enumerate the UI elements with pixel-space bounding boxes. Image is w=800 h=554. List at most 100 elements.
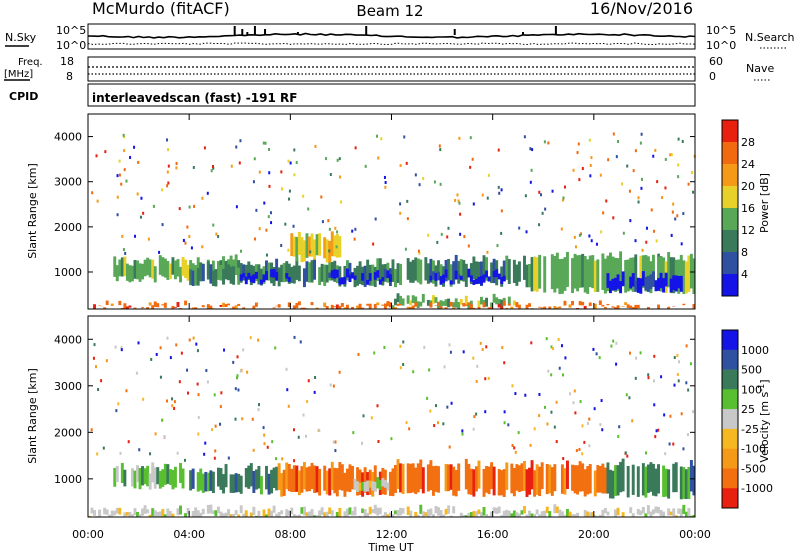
heatmap-cell <box>330 231 334 257</box>
velocity-colorbar-label: Velocity [m s-1] <box>757 379 772 462</box>
heatmap-cell <box>566 508 569 517</box>
heatmap-cell <box>192 165 195 169</box>
heatmap-cell <box>368 506 372 515</box>
heatmap-cell <box>486 196 489 200</box>
heatmap-cell <box>325 305 329 309</box>
heatmap-cell <box>214 449 217 453</box>
heatmap-cell <box>528 303 532 307</box>
heatmap-cell <box>540 511 544 517</box>
heatmap-cell <box>121 234 124 238</box>
heatmap-cell <box>213 456 216 460</box>
heatmap-cell <box>285 261 289 282</box>
heatmap-cell <box>606 511 610 516</box>
heatmap-cell <box>252 506 256 516</box>
heatmap-cell <box>259 476 263 495</box>
heatmap-cell <box>229 474 233 493</box>
heatmap-cell <box>581 301 585 306</box>
heatmap-cell <box>505 462 509 490</box>
heatmap-cell <box>274 346 277 350</box>
heatmap-cell <box>354 146 357 150</box>
heatmap-cell <box>252 305 256 309</box>
heatmap-cell <box>254 469 258 490</box>
heatmap-cell <box>599 423 602 427</box>
heatmap-cell <box>529 443 532 447</box>
heatmap-cell <box>249 336 252 340</box>
heatmap-cell <box>656 180 659 184</box>
heatmap-cell <box>124 251 127 255</box>
heatmap-cell <box>502 469 506 497</box>
heatmap-cell <box>196 382 199 386</box>
heatmap-cell <box>302 506 306 516</box>
heatmap-cell <box>146 465 150 487</box>
heatmap-cell <box>434 465 438 492</box>
heatmap-cell <box>338 266 342 287</box>
heatmap-cell <box>414 296 418 304</box>
heatmap-cell <box>292 465 296 493</box>
heatmap-cell <box>448 445 451 449</box>
heatmap-cell <box>118 159 121 163</box>
heatmap-cell <box>684 261 688 294</box>
heatmap-cell <box>237 388 240 392</box>
ytick-label: 1000 <box>54 266 82 279</box>
heatmap-cell <box>422 176 425 180</box>
heatmap-cell <box>373 504 377 514</box>
heatmap-cell <box>242 264 246 281</box>
heatmap-cell <box>654 506 658 513</box>
heatmap-cell <box>682 467 686 499</box>
heatmap-cell <box>667 469 671 499</box>
heatmap-cell <box>383 345 386 349</box>
heatmap-cell <box>370 416 373 420</box>
heatmap-cell <box>399 202 402 206</box>
heatmap-cell <box>247 272 251 279</box>
heatmap-cell <box>338 305 342 309</box>
heatmap-cell <box>510 463 514 494</box>
heatmap-cell <box>676 214 679 218</box>
heatmap-cell <box>306 400 309 404</box>
heatmap-cell <box>510 513 514 517</box>
heatmap-cell <box>167 148 170 152</box>
heatmap-cell <box>634 149 637 153</box>
heatmap-cell <box>363 265 367 287</box>
heatmap-cell <box>227 303 231 306</box>
heatmap-cell <box>373 465 377 492</box>
heatmap-cell <box>676 354 679 357</box>
heatmap-cell <box>682 260 686 294</box>
heatmap-cell <box>290 266 294 284</box>
heatmap-cell <box>593 407 596 411</box>
colorbar-tick-label: -1000 <box>741 482 773 495</box>
heatmap-cell <box>442 301 446 306</box>
heatmap-cell <box>674 275 678 292</box>
heatmap-cell <box>664 157 667 161</box>
heatmap-cell <box>230 164 233 168</box>
heatmap-cell <box>507 296 511 305</box>
heatmap-cell <box>456 193 459 197</box>
colorbar-tick-label: 16 <box>741 202 755 215</box>
heatmap-cell <box>411 463 415 493</box>
heatmap-cell <box>141 508 145 516</box>
heatmap-cell <box>358 469 362 495</box>
heatmap-cell <box>277 463 281 490</box>
heatmap-cell <box>406 258 410 280</box>
colorbar-tick-label: 28 <box>741 136 755 149</box>
heatmap-cell <box>186 225 189 229</box>
heatmap-cell <box>295 161 298 165</box>
heatmap-cell <box>323 237 327 259</box>
heatmap-cell <box>690 171 693 175</box>
heatmap-cell <box>640 177 643 181</box>
heatmap-cell <box>315 307 319 309</box>
heatmap-cell <box>239 369 242 373</box>
heatmap-cell <box>540 462 544 490</box>
heatmap-cell <box>203 452 206 456</box>
heatmap-cell <box>583 469 587 497</box>
heatmap-cell <box>631 513 635 517</box>
heatmap-cell <box>176 302 180 307</box>
heatmap-cell <box>257 264 261 285</box>
heatmap-cell <box>586 259 590 294</box>
colorbar-swatch <box>722 389 738 410</box>
heatmap-cell <box>190 246 193 250</box>
heatmap-cell <box>439 510 443 517</box>
heatmap-cell <box>631 419 634 423</box>
heatmap-cell <box>498 191 501 195</box>
heatmap-cell <box>238 161 241 165</box>
heatmap-cell <box>500 188 503 192</box>
